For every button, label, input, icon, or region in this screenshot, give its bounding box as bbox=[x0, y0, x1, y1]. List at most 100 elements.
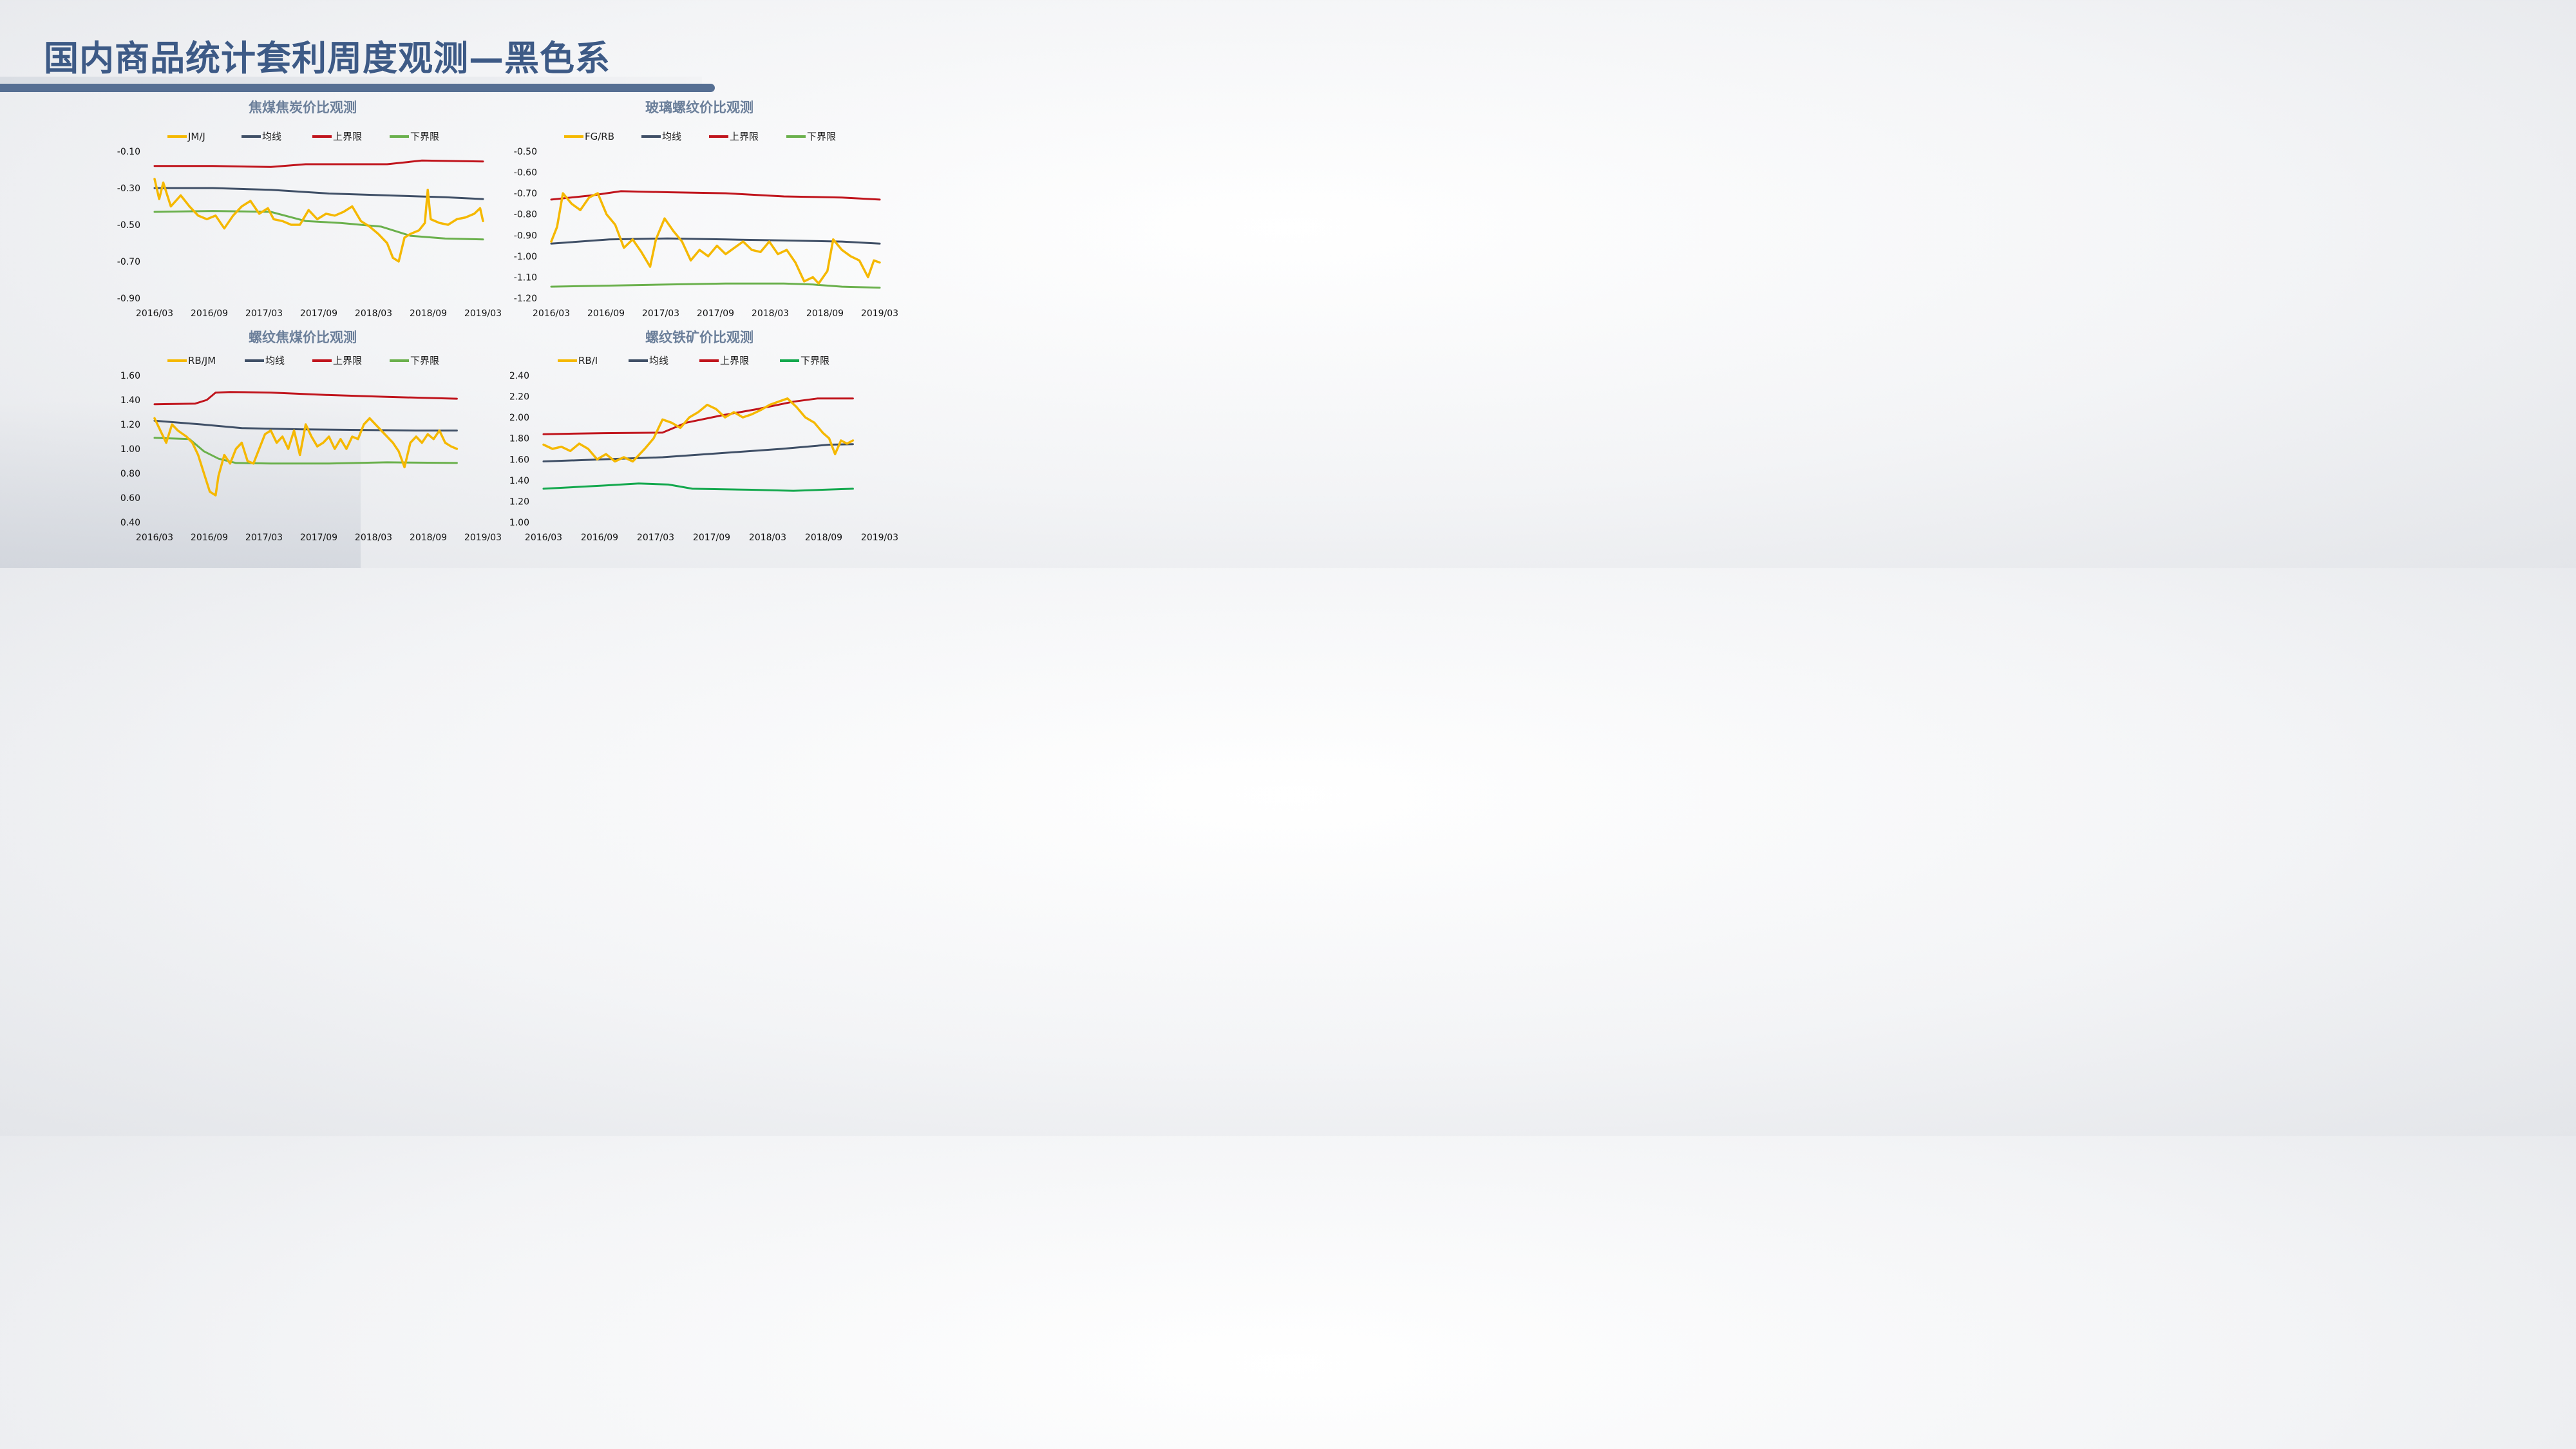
series-line-mean bbox=[153, 187, 484, 200]
series-line-lower bbox=[153, 210, 484, 241]
x-tick-label: 2016/03 bbox=[136, 533, 173, 543]
series-line-ratio bbox=[153, 417, 459, 497]
chart-svg: 螺纹焦煤价比观测 RB/JM 均线 上界限 下界限 1.60 1.40 1.20 1.00 0.8… bbox=[120, 330, 502, 543]
legend-label: 上界限 bbox=[333, 355, 362, 366]
y-tick-label: -1.10 bbox=[514, 272, 537, 283]
x-tick-label: 2016/09 bbox=[587, 308, 625, 319]
series-line-ratio bbox=[153, 178, 484, 263]
x-tick-label: 2016/03 bbox=[525, 533, 562, 543]
title-underline-bar bbox=[0, 84, 715, 92]
x-tick-label: 2018/09 bbox=[410, 308, 447, 319]
y-tick-label: -0.50 bbox=[514, 147, 537, 157]
legend-label: 均线 bbox=[649, 355, 668, 366]
chart-panel-rebar-coking-coal: 螺纹焦煤价比观测 RB/JM 均线 上界限 下界限 1.60 1.40 1.20 1.00 0.8… bbox=[109, 327, 502, 552]
chart-title: 螺纹铁矿价比观测 bbox=[645, 330, 753, 345]
legend-label: 上界限 bbox=[720, 355, 749, 366]
y-tick-label: 2.40 bbox=[509, 371, 529, 381]
chart-title: 螺纹焦煤价比观测 bbox=[249, 330, 357, 345]
x-tick-label: 2017/03 bbox=[642, 308, 679, 319]
y-tick-label: 0.60 bbox=[120, 493, 140, 504]
y-tick-label: 1.00 bbox=[509, 518, 529, 528]
page-title: 国内商品统计套利周度观测—黑色系 bbox=[44, 38, 611, 79]
x-tick-label: 2016/03 bbox=[136, 308, 173, 319]
y-tick-label: 1.60 bbox=[120, 371, 140, 381]
chart-panel-glass-rebar: 玻璃螺纹价比观测 FG/RB 均线 上界限 下界限 -0.50 -0.60 -0.70 -0.8… bbox=[506, 97, 898, 322]
legend-label: 下界限 bbox=[800, 355, 829, 366]
series-line-upper bbox=[542, 397, 854, 435]
x-tick-label: 2018/09 bbox=[806, 308, 844, 319]
x-tick-label: 2018/03 bbox=[355, 533, 392, 543]
x-tick-label: 2017/09 bbox=[693, 533, 730, 543]
x-tick-label: 2017/03 bbox=[637, 533, 674, 543]
y-tick-label: -0.70 bbox=[117, 257, 140, 267]
x-tick-label: 2018/09 bbox=[410, 533, 447, 543]
chart-title: 玻璃螺纹价比观测 bbox=[645, 100, 753, 115]
x-tick-label: 2017/09 bbox=[300, 308, 337, 319]
x-tick-label: 2018/03 bbox=[749, 533, 786, 543]
y-tick-label: -0.80 bbox=[514, 210, 537, 220]
y-tick-label: 1.20 bbox=[509, 497, 529, 507]
y-tick-label: 1.40 bbox=[120, 395, 140, 406]
legend-label: FG/RB bbox=[585, 131, 614, 142]
y-tick-label: 2.20 bbox=[509, 392, 529, 402]
legend-label: 均线 bbox=[265, 355, 285, 366]
x-tick-label: 2018/03 bbox=[355, 308, 392, 319]
y-tick-label: 1.40 bbox=[509, 476, 529, 486]
x-tick-label: 2016/09 bbox=[581, 533, 618, 543]
x-tick-label: 2019/03 bbox=[861, 533, 898, 543]
y-tick-label: 1.00 bbox=[120, 444, 140, 455]
x-tick-label: 2018/09 bbox=[805, 533, 842, 543]
legend-label: 下界限 bbox=[807, 131, 836, 142]
x-tick-label: 2016/09 bbox=[191, 533, 228, 543]
y-tick-label: -0.10 bbox=[117, 147, 140, 157]
y-tick-label: -1.00 bbox=[514, 252, 537, 262]
series-line-ratio bbox=[542, 397, 855, 463]
x-tick-label: 2017/03 bbox=[245, 533, 283, 543]
x-tick-label: 2017/09 bbox=[697, 308, 734, 319]
series-line-mean bbox=[153, 419, 458, 431]
y-tick-label: -0.70 bbox=[514, 189, 537, 199]
series-line-mean bbox=[550, 237, 881, 245]
x-tick-label: 2016/09 bbox=[191, 308, 228, 319]
series-line-upper bbox=[153, 391, 458, 406]
x-tick-label: 2016/03 bbox=[533, 308, 570, 319]
y-tick-label: -0.90 bbox=[514, 231, 537, 241]
chart-panel-coking-coal-coke: 焦煤焦炭价比观测 JM/J 均线 上界限 下界限 -0.10 -0.30 -0.50 -0.70… bbox=[109, 97, 502, 322]
x-tick-label: 2019/03 bbox=[464, 533, 502, 543]
y-tick-label: 0.80 bbox=[120, 469, 140, 479]
chart-svg: 焦煤焦炭价比观测 JM/J 均线 上界限 下界限 -0.10 -0.30 -0.50 -0.70… bbox=[117, 100, 502, 319]
legend-label: RB/JM bbox=[188, 355, 216, 366]
chart-title: 焦煤焦炭价比观测 bbox=[248, 100, 357, 115]
legend-label: 上界限 bbox=[730, 131, 759, 142]
series-line-lower bbox=[550, 282, 881, 289]
series-line-mean bbox=[542, 443, 854, 462]
y-tick-label: -0.50 bbox=[117, 220, 140, 231]
legend-label: RB/I bbox=[578, 355, 598, 366]
x-tick-label: 2019/03 bbox=[464, 308, 502, 319]
y-tick-label: 1.20 bbox=[120, 420, 140, 430]
chart-svg: 螺纹铁矿价比观测 RB/I 均线 上界限 下界限 2.40 2.20 2.00 1.80 1.60… bbox=[509, 330, 898, 543]
series-line-ratio bbox=[550, 192, 881, 285]
series-line-lower bbox=[153, 437, 458, 465]
x-tick-label: 2018/03 bbox=[752, 308, 789, 319]
series-line-lower bbox=[542, 482, 854, 492]
legend-label: 上界限 bbox=[333, 131, 362, 142]
legend-label: 均线 bbox=[262, 131, 281, 142]
y-tick-label: 2.00 bbox=[509, 413, 529, 423]
chart-svg: 玻璃螺纹价比观测 FG/RB 均线 上界限 下界限 -0.50 -0.60 -0.70 -0.8… bbox=[514, 100, 898, 319]
x-tick-label: 2019/03 bbox=[861, 308, 898, 319]
y-tick-label: 1.60 bbox=[509, 455, 529, 465]
legend-label: 均线 bbox=[662, 131, 681, 142]
series-line-upper bbox=[153, 159, 484, 168]
legend-label: 下界限 bbox=[410, 355, 439, 366]
x-tick-label: 2017/03 bbox=[245, 308, 283, 319]
y-tick-label: -0.60 bbox=[514, 168, 537, 178]
y-tick-label: -1.20 bbox=[514, 294, 537, 304]
title-underline-light bbox=[0, 77, 702, 84]
y-tick-label: 1.80 bbox=[509, 434, 529, 444]
legend-label: JM/J bbox=[187, 131, 205, 142]
y-tick-label: 0.40 bbox=[120, 518, 140, 528]
y-tick-label: -0.30 bbox=[117, 184, 140, 194]
y-tick-label: -0.90 bbox=[117, 294, 140, 304]
legend-label: 下界限 bbox=[410, 131, 439, 142]
